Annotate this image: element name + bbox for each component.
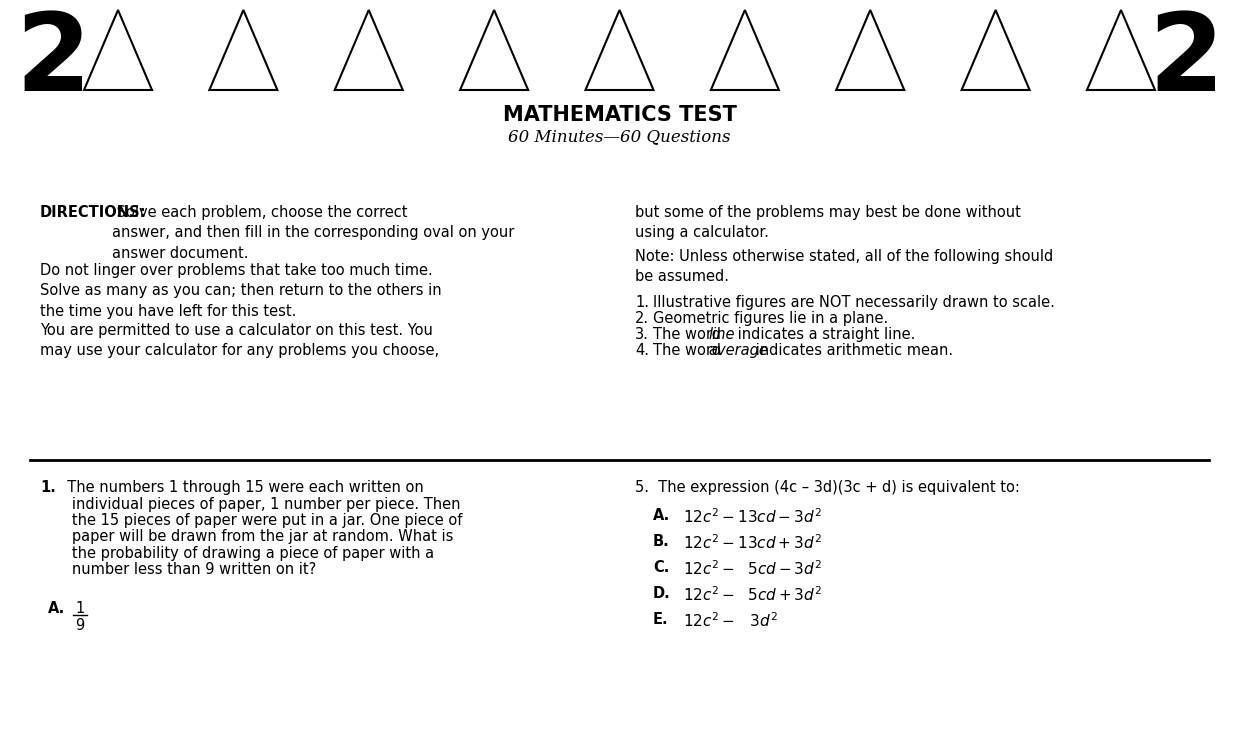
Text: 2: 2 [15, 8, 90, 114]
Text: 1.: 1. [636, 295, 649, 310]
Text: 1: 1 [76, 601, 84, 616]
Text: 2.: 2. [636, 311, 649, 326]
Text: D.: D. [653, 586, 670, 601]
Text: DIRECTIONS:: DIRECTIONS: [40, 205, 146, 220]
Text: Geometric figures lie in a plane.: Geometric figures lie in a plane. [653, 311, 888, 326]
Text: paper will be drawn from the jar at random. What is: paper will be drawn from the jar at rand… [58, 530, 453, 545]
Text: C.: C. [653, 560, 669, 575]
Text: MATHEMATICS TEST: MATHEMATICS TEST [503, 105, 736, 125]
Text: 4.: 4. [636, 343, 649, 358]
Text: number less than 9 written on it?: number less than 9 written on it? [58, 562, 316, 577]
Text: Note: Unless otherwise stated, all of the following should
be assumed.: Note: Unless otherwise stated, all of th… [636, 249, 1053, 284]
Text: A.: A. [48, 601, 66, 616]
Text: 5.  The expression (4c – 3d)(3c + d) is equivalent to:: 5. The expression (4c – 3d)(3c + d) is e… [636, 480, 1020, 495]
Text: $12c^2 -\ \ 5cd - 3d^2$: $12c^2 -\ \ 5cd - 3d^2$ [683, 559, 823, 578]
Text: The word: The word [653, 327, 726, 342]
Text: $12c^2 -\ \ \, 3d^2$: $12c^2 -\ \ \, 3d^2$ [683, 611, 778, 630]
Text: Do not linger over problems that take too much time.
Solve as many as you can; t: Do not linger over problems that take to… [40, 263, 441, 319]
Text: indicates arithmetic mean.: indicates arithmetic mean. [751, 343, 953, 358]
Text: You are permitted to use a calculator on this test. You
may use your calculator : You are permitted to use a calculator on… [40, 323, 439, 358]
Text: line: line [709, 327, 735, 342]
Text: indicates a straight line.: indicates a straight line. [732, 327, 916, 342]
Text: Illustrative figures are NOT necessarily drawn to scale.: Illustrative figures are NOT necessarily… [653, 295, 1054, 310]
Text: 9: 9 [76, 618, 84, 633]
Text: the probability of drawing a piece of paper with a: the probability of drawing a piece of pa… [58, 546, 434, 561]
Text: individual pieces of paper, 1 number per piece. Then: individual pieces of paper, 1 number per… [58, 497, 461, 511]
Text: 60 Minutes—60 Questions: 60 Minutes—60 Questions [508, 128, 731, 145]
Text: the 15 pieces of paper were put in a jar. One piece of: the 15 pieces of paper were put in a jar… [58, 513, 462, 528]
Text: The word: The word [653, 343, 726, 358]
Text: $12c^2 -\ \ 5cd + 3d^2$: $12c^2 -\ \ 5cd + 3d^2$ [683, 585, 823, 604]
Text: average: average [709, 343, 768, 358]
Text: A.: A. [653, 508, 670, 523]
Text: 3.: 3. [636, 327, 649, 342]
Text: but some of the problems may best be done without
using a calculator.: but some of the problems may best be don… [636, 205, 1021, 240]
Text: 1.: 1. [40, 480, 56, 495]
Text: $12c^2 - 13cd - 3d^2$: $12c^2 - 13cd - 3d^2$ [683, 507, 821, 525]
Text: E.: E. [653, 612, 669, 627]
Text: The numbers 1 through 15 were each written on: The numbers 1 through 15 were each writt… [58, 480, 424, 495]
Text: B.: B. [653, 534, 670, 549]
Text: Solve each problem, choose the correct
answer, and then fill in the correspondin: Solve each problem, choose the correct a… [112, 205, 514, 260]
Text: 2: 2 [1149, 8, 1224, 114]
Text: $12c^2 - 13cd + 3d^2$: $12c^2 - 13cd + 3d^2$ [683, 533, 821, 552]
